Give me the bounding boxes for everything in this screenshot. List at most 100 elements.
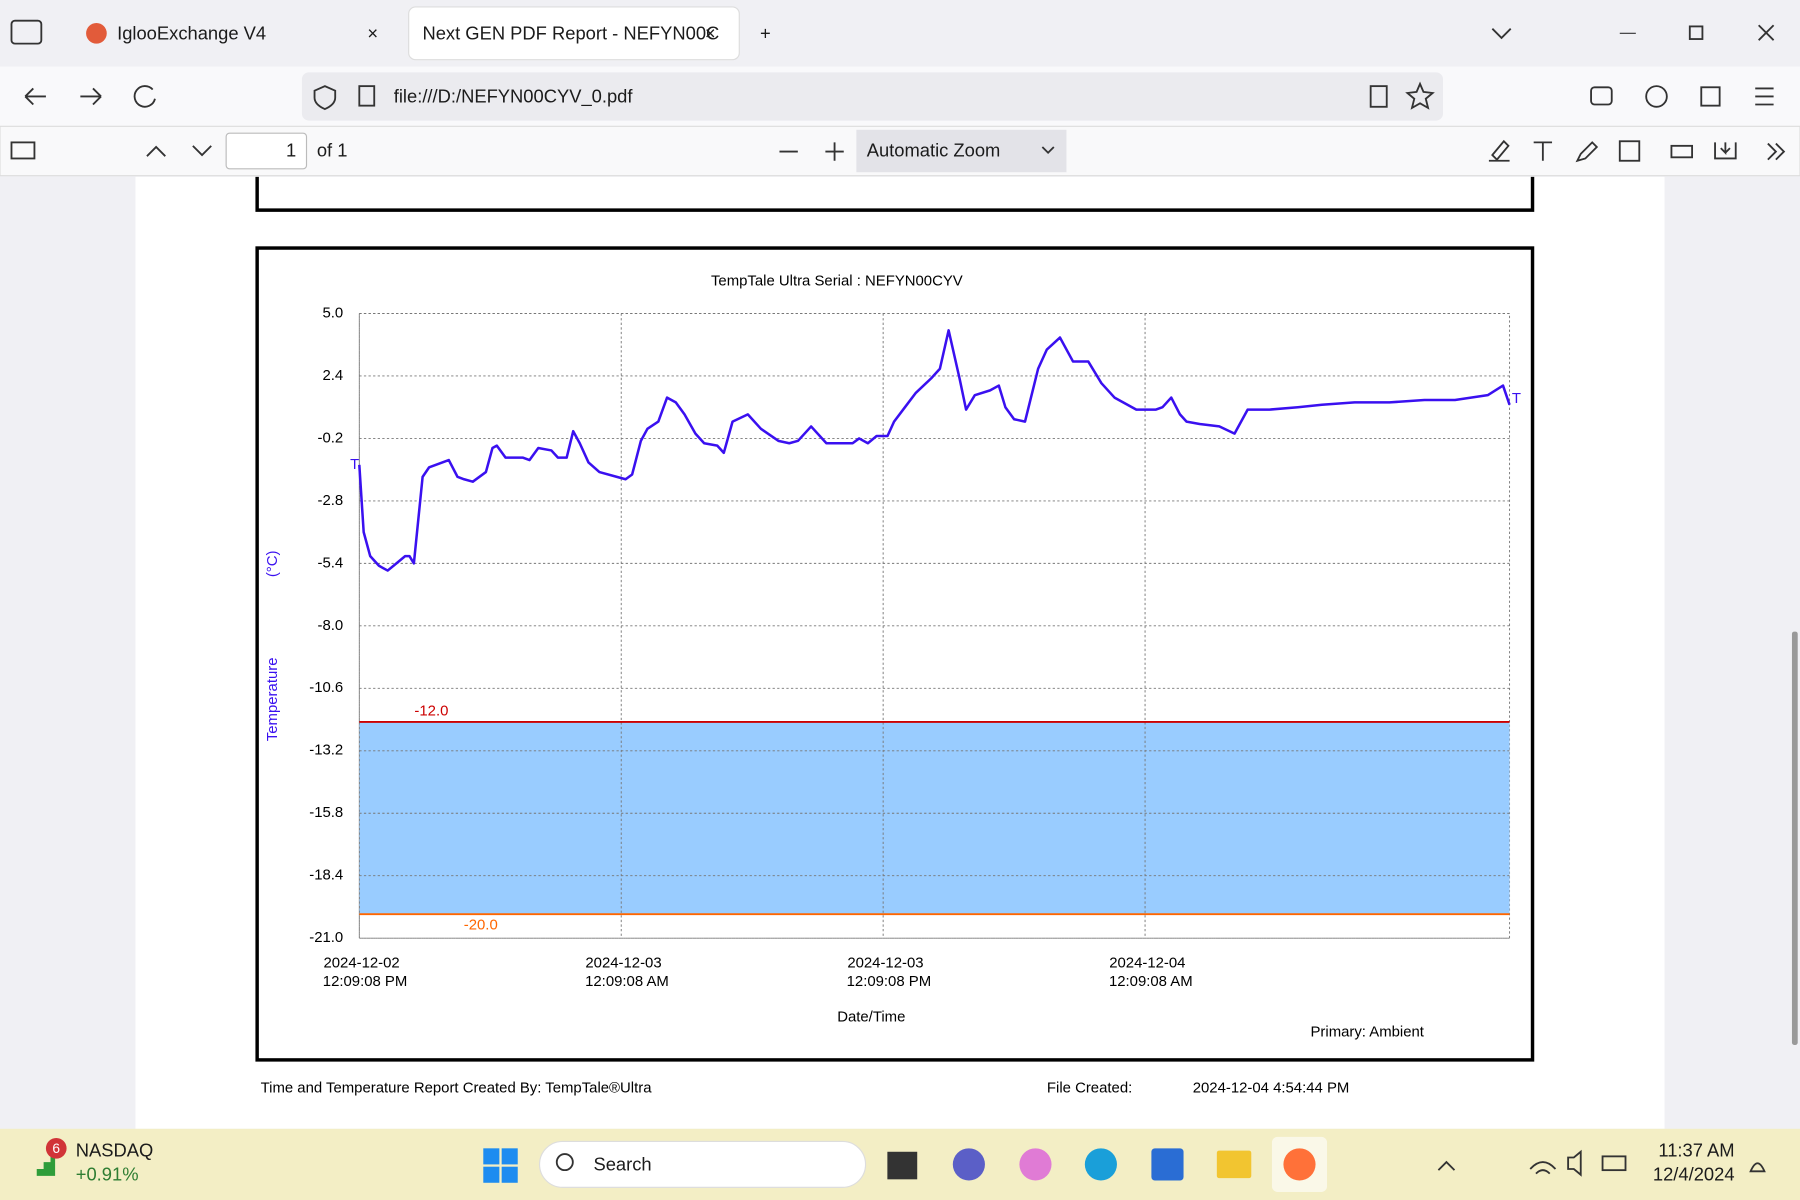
app-teams[interactable]	[952, 1148, 985, 1181]
x-axis-label: Date/Time	[837, 1008, 905, 1025]
more-tools[interactable]	[1767, 142, 1786, 161]
highlight-tool[interactable]	[1488, 139, 1510, 162]
tab-close[interactable]: ×	[367, 22, 378, 43]
start-button[interactable]	[483, 1148, 518, 1183]
site-shield[interactable]	[313, 85, 337, 111]
tab-title[interactable]: IglooExchange V4	[117, 22, 266, 43]
stock-icon[interactable]	[29, 1155, 56, 1176]
zoom-select[interactable]	[856, 129, 1067, 173]
x-tick-label: 12:09:08 AM	[1109, 973, 1193, 990]
x-tick-label: 2024-12-04	[1109, 954, 1185, 971]
app-menu[interactable]	[1755, 87, 1774, 106]
start-marker: T	[350, 456, 359, 473]
reload[interactable]	[133, 85, 156, 108]
limit-band	[359, 721, 1510, 915]
new-tab[interactable]: +	[760, 22, 771, 43]
tab-close[interactable]: ×	[705, 22, 716, 43]
y-tick-label: -15.8	[309, 804, 343, 821]
url-text[interactable]: file:///D:/NEFYN00CYV_0.pdf	[394, 85, 634, 107]
tab-menu[interactable]	[1491, 28, 1512, 40]
app-explorer[interactable]	[1216, 1150, 1252, 1179]
next-page[interactable]	[192, 145, 212, 157]
y-tick-label: -8.0	[318, 617, 344, 634]
battery[interactable]	[1601, 1155, 1627, 1172]
save[interactable]	[1714, 142, 1737, 160]
stock-name[interactable]: NASDAQ	[76, 1140, 154, 1161]
y-tick-label: -2.8	[318, 492, 344, 509]
clock-date[interactable]: 12/4/2024	[1653, 1164, 1735, 1185]
search-box[interactable]	[538, 1140, 867, 1188]
zoom-in[interactable]	[825, 142, 844, 161]
page-number[interactable]: 1	[286, 139, 296, 160]
tray-overflow[interactable]	[1437, 1160, 1456, 1171]
previous-box	[255, 176, 1535, 212]
tab-list-button[interactable]	[10, 19, 43, 45]
y-tick-label: 5.0	[323, 304, 344, 321]
footer-file-created: 2024-12-04 4:54:44 PM	[1193, 1080, 1350, 1097]
y-tick-label: -5.4	[318, 554, 344, 571]
limit-label: -20.0	[464, 917, 498, 934]
wifi[interactable]	[1529, 1161, 1557, 1175]
print[interactable]	[1670, 144, 1694, 159]
active-tab[interactable]	[408, 6, 740, 61]
draw-tool[interactable]	[1575, 141, 1599, 163]
account[interactable]	[1645, 85, 1668, 108]
app-store[interactable]	[1151, 1148, 1184, 1181]
previous-page[interactable]	[146, 145, 166, 157]
tab-favicon	[86, 22, 107, 44]
limit-label: -12.0	[414, 703, 448, 720]
x-tick-label: 2024-12-02	[323, 954, 399, 971]
x-tick-label: 12:09:08 AM	[585, 973, 669, 990]
chart: TempTale Ultra Serial : NEFYN00CYV Date/…	[264, 272, 1521, 1040]
sidebar-toggle[interactable]	[10, 141, 36, 160]
volume[interactable]	[1567, 1149, 1582, 1177]
badge-count: 6	[52, 1141, 60, 1156]
tab-title[interactable]: Next GEN PDF Report - NEFYN00C	[422, 22, 719, 43]
page-number-input[interactable]	[225, 132, 308, 170]
stock-change[interactable]: +0.91%	[76, 1164, 139, 1185]
y-tick-label: -21.0	[309, 929, 343, 946]
y-axis-label: Temperature	[264, 657, 281, 741]
zoom-value[interactable]: Automatic Zoom	[867, 139, 1001, 160]
image-tool[interactable]	[1618, 140, 1641, 162]
pocket[interactable]	[1590, 86, 1613, 106]
scrollbar[interactable]	[1791, 631, 1798, 1045]
forward[interactable]	[80, 87, 102, 106]
search-text[interactable]: Search	[593, 1153, 651, 1174]
pdf-page	[135, 176, 1665, 1129]
notifications[interactable]	[1749, 1162, 1766, 1173]
x-tick-label: 12:09:08 PM	[323, 973, 408, 990]
app-edge[interactable]	[1084, 1148, 1117, 1181]
y-tick-label: -18.4	[309, 867, 343, 884]
y-tick-label: 2.4	[323, 367, 344, 384]
end-marker: T	[1512, 390, 1521, 407]
restore[interactable]	[1688, 25, 1704, 40]
x-tick-label: 2024-12-03	[585, 954, 661, 971]
app-firefox[interactable]	[1283, 1148, 1316, 1181]
footer-file-created-label: File Created:	[1047, 1080, 1132, 1097]
tab-strip	[0, 0, 1800, 67]
search-icon	[555, 1153, 574, 1172]
chart-note: Primary: Ambient	[1310, 1023, 1424, 1040]
text-tool[interactable]	[1533, 141, 1553, 161]
close-window[interactable]	[1758, 24, 1775, 41]
chart-frame	[255, 246, 1535, 1062]
chart-title: TempTale Ultra Serial : NEFYN00CYV	[711, 272, 963, 289]
page-icon	[358, 85, 376, 107]
y-axis-unit: (°C)	[264, 550, 281, 577]
task-view[interactable]	[887, 1151, 918, 1180]
bookmark[interactable]	[1405, 81, 1435, 110]
badge[interactable]	[45, 1137, 67, 1159]
y-tick-label: -13.2	[309, 742, 343, 759]
back[interactable]	[24, 87, 46, 106]
zoom-dropdown[interactable]	[1041, 146, 1055, 155]
x-tick-label: 12:09:08 PM	[847, 973, 932, 990]
extensions[interactable]	[1700, 86, 1721, 107]
reader-view[interactable]	[1369, 85, 1388, 108]
clock-time[interactable]: 11:37 AM	[1658, 1140, 1734, 1161]
y-tick-label: -10.6	[309, 679, 343, 696]
url-bar[interactable]	[301, 72, 1443, 121]
app-copilot[interactable]	[1019, 1148, 1052, 1181]
